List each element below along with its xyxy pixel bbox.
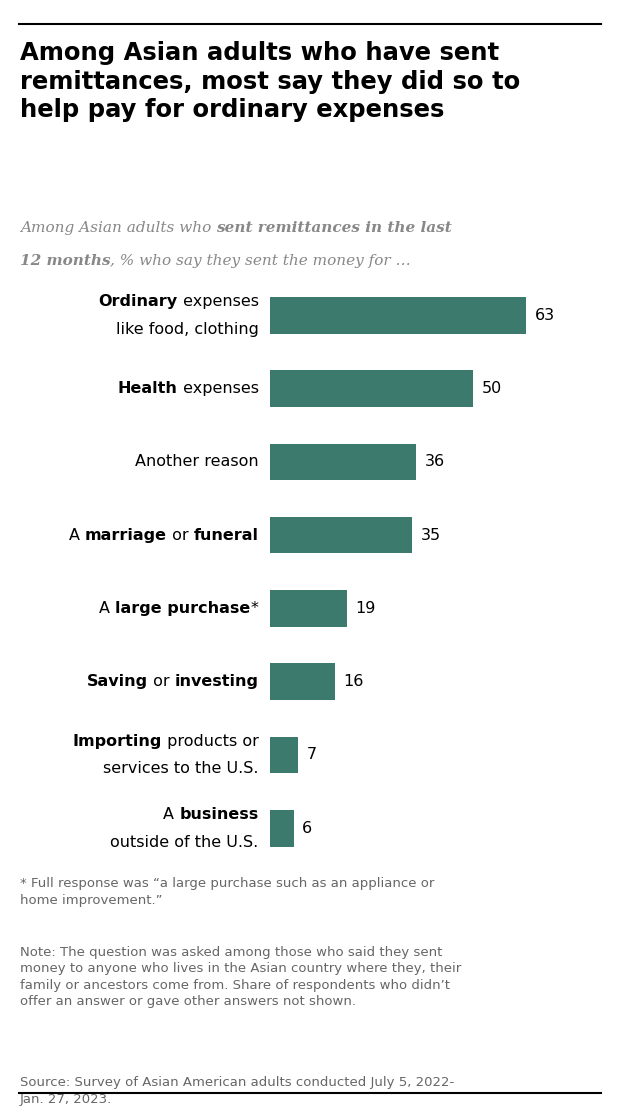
Text: sent remittances in the last: sent remittances in the last [216,221,452,236]
Text: investing: investing [175,675,259,689]
Text: , % who say they sent the money for …: , % who say they sent the money for … [110,254,411,269]
Text: Ordinary expenses
like food, clothing: Ordinary expenses like food, clothing [107,299,259,332]
Text: Ordinary: Ordinary [99,294,177,309]
Text: 19: 19 [355,601,376,616]
Bar [0,719,267,763]
Text: or: or [148,675,175,689]
Bar [270,444,417,480]
Bar [0,792,267,836]
Text: A: A [69,528,85,543]
Text: or: or [167,528,193,543]
Text: A: A [163,807,179,822]
Text: Health: Health [118,382,177,396]
Bar [270,737,298,773]
Text: Note: The question was asked among those who said they sent
money to anyone who : Note: The question was asked among those… [20,946,461,1009]
Text: products or: products or [162,733,259,749]
Text: like food, clothing: like food, clothing [116,322,259,336]
Text: 12 months: 12 months [20,254,110,269]
Bar [0,307,267,352]
Bar [270,591,347,627]
Text: outside of the U.S.: outside of the U.S. [110,835,259,849]
Bar [270,810,294,846]
Text: large purchase: large purchase [115,601,250,616]
Text: expenses: expenses [177,382,259,396]
Text: * Full response was “a large purchase such as an appliance or
home improvement.”: * Full response was “a large purchase su… [20,877,434,907]
Text: expenses: expenses [177,294,259,309]
Text: marriage: marriage [85,528,167,543]
Text: 16: 16 [343,675,363,689]
Bar [270,517,412,553]
Text: A business
outside of the U.S.: A business outside of the U.S. [110,812,259,845]
Text: Among Asian adults who: Among Asian adults who [20,221,216,236]
Bar [270,371,474,407]
Text: Importing: Importing [73,733,162,749]
Text: Source: Survey of Asian American adults conducted July 5, 2022-
Jan. 27, 2023.: Source: Survey of Asian American adults … [20,1076,454,1106]
Bar [0,747,267,791]
Text: *: * [250,601,259,616]
Text: A: A [99,601,115,616]
Text: 63: 63 [534,307,554,323]
Text: Among Asian adults who have sent
remittances, most say they did so to
help pay f: Among Asian adults who have sent remitta… [20,41,520,123]
Text: services to the U.S.: services to the U.S. [103,761,259,776]
Text: Saving: Saving [87,675,148,689]
Text: Another reason: Another reason [135,455,259,469]
Text: 7: 7 [306,748,316,762]
Text: 6: 6 [302,821,312,836]
Text: funeral: funeral [193,528,259,543]
Bar [0,280,267,323]
Bar [0,821,267,864]
Bar [270,664,335,700]
Text: 50: 50 [482,382,502,396]
Text: Importing products or
services to the U.S.: Importing products or services to the U.… [83,739,259,771]
Text: business: business [179,807,259,822]
Text: 35: 35 [420,528,440,543]
Text: 36: 36 [425,455,445,469]
Bar [270,298,526,334]
